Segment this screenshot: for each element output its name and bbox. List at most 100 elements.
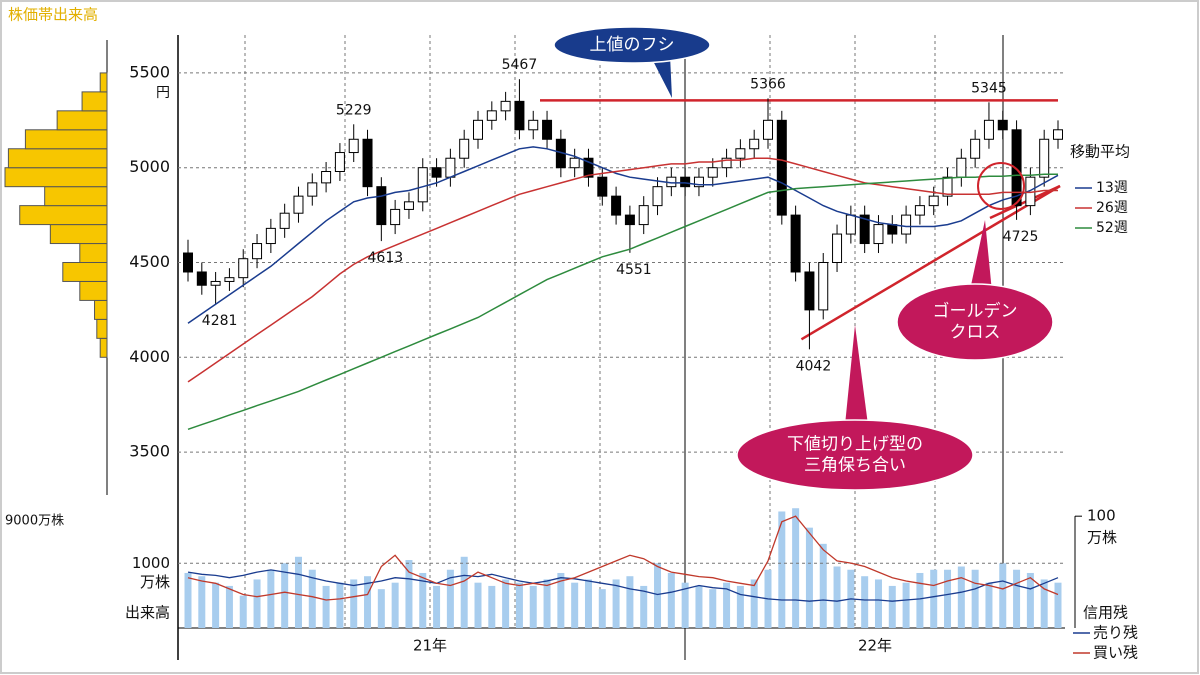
volume-bar bbox=[377, 589, 385, 628]
volume-bar bbox=[833, 566, 841, 628]
candle-body bbox=[459, 138, 470, 159]
volume-bar bbox=[364, 576, 372, 628]
profile-bar bbox=[99, 337, 108, 358]
candle-body bbox=[196, 271, 207, 286]
volume-bar bbox=[598, 589, 606, 628]
volume-bar bbox=[916, 572, 924, 628]
volume-bar bbox=[446, 569, 454, 628]
volume-bar bbox=[515, 582, 523, 628]
volume-bar bbox=[336, 582, 344, 628]
volume-bar bbox=[985, 582, 993, 628]
moving-average bbox=[187, 173, 1058, 431]
volume-bar bbox=[212, 582, 220, 628]
candle-body bbox=[445, 157, 456, 178]
y-tick-label: 3500 bbox=[129, 442, 170, 461]
volume-bar bbox=[557, 572, 565, 628]
candle-body bbox=[693, 176, 704, 188]
candle-body bbox=[707, 167, 718, 178]
x-period-label: 22年 bbox=[858, 637, 892, 655]
volume-bar bbox=[1040, 579, 1048, 628]
legend-label: 13週 bbox=[1096, 180, 1128, 196]
volume-bar bbox=[861, 576, 869, 628]
y-tick-label: 4000 bbox=[129, 347, 170, 366]
volume-bar bbox=[971, 569, 979, 628]
volume-bar bbox=[695, 585, 703, 628]
volume-bar bbox=[1026, 572, 1034, 628]
candle-body bbox=[362, 138, 373, 188]
candle-body bbox=[1039, 138, 1050, 178]
callout-text: 上値のフシ bbox=[590, 35, 675, 55]
profile-bar bbox=[49, 224, 108, 245]
candle-body bbox=[804, 271, 815, 311]
candle-body bbox=[473, 119, 483, 140]
volume-bar bbox=[322, 585, 330, 628]
legend-label: 買い残 bbox=[1093, 644, 1138, 662]
callout-text: 三角保ち合い bbox=[804, 456, 906, 476]
candle-body bbox=[390, 208, 401, 226]
candle-body bbox=[790, 214, 801, 273]
profile-bar bbox=[62, 262, 108, 282]
callout-pointer bbox=[845, 325, 868, 425]
volume-bar bbox=[225, 585, 233, 628]
volume-bar bbox=[805, 527, 813, 628]
candle-body bbox=[611, 195, 622, 216]
callout-text: 下値切り上げ型の bbox=[787, 435, 923, 455]
volume-bar bbox=[405, 560, 413, 628]
low-label: 4042 bbox=[796, 358, 832, 374]
margin-line bbox=[187, 515, 1059, 601]
volume-bar bbox=[902, 582, 910, 628]
candle-body bbox=[970, 138, 981, 159]
y2-label: 信用残 bbox=[1083, 604, 1128, 622]
volume-bar bbox=[502, 579, 510, 628]
y-tick-label: 5500 bbox=[129, 62, 170, 81]
candle-body bbox=[252, 243, 263, 260]
volume-bar bbox=[723, 582, 731, 628]
candle-body bbox=[624, 214, 635, 226]
legend-label: 26週 bbox=[1096, 200, 1128, 216]
volume-bar bbox=[1013, 569, 1021, 628]
volume-bar bbox=[957, 566, 965, 628]
candle-body bbox=[431, 167, 442, 178]
volume-bar bbox=[474, 582, 482, 628]
volume-bar bbox=[281, 563, 289, 628]
volume-bar bbox=[667, 572, 675, 628]
volume-bar bbox=[930, 569, 938, 628]
candle-body bbox=[376, 186, 387, 226]
volume-bar bbox=[750, 579, 758, 628]
legend-label: 52週 bbox=[1096, 220, 1128, 236]
candle-body bbox=[321, 171, 332, 184]
profile-bar bbox=[79, 243, 108, 264]
x-period-label: 21年 bbox=[413, 637, 447, 655]
y2-unit: 万株 bbox=[1087, 529, 1117, 547]
candle-body bbox=[735, 148, 746, 159]
profile-bar bbox=[19, 205, 108, 226]
profile-bar bbox=[56, 110, 108, 131]
profile-bar bbox=[79, 280, 108, 301]
candle-body bbox=[265, 227, 276, 245]
profile-bar bbox=[81, 91, 108, 112]
volume-bar bbox=[184, 572, 192, 628]
profile-bar bbox=[4, 167, 108, 188]
volume-bar bbox=[391, 582, 399, 628]
high-label: 5229 bbox=[336, 102, 372, 118]
candle-body bbox=[901, 214, 912, 235]
candle-body bbox=[983, 119, 994, 140]
candle-body bbox=[859, 214, 870, 245]
profile-bar bbox=[44, 186, 108, 207]
candle-body bbox=[928, 195, 939, 207]
y-tick-label: 1000 bbox=[132, 554, 170, 572]
candle-body bbox=[293, 195, 304, 214]
candle-body bbox=[224, 277, 235, 282]
low-label: 4281 bbox=[202, 313, 238, 329]
candle-body bbox=[210, 280, 221, 286]
volume-bar bbox=[571, 582, 579, 628]
volume-bar bbox=[584, 579, 592, 628]
volume-bar bbox=[654, 563, 662, 628]
profile-bar bbox=[7, 148, 108, 169]
volume-bar bbox=[819, 543, 827, 628]
candle-body bbox=[818, 262, 829, 311]
profile-title: 株価帯出来高 bbox=[8, 6, 98, 24]
profile-bar bbox=[24, 129, 108, 150]
volume-bar bbox=[792, 508, 800, 628]
